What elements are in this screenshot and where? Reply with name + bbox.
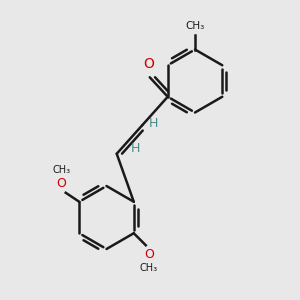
Text: H: H (130, 142, 140, 155)
Text: O: O (56, 177, 66, 190)
Text: H: H (149, 117, 158, 130)
Text: O: O (144, 248, 154, 261)
Text: CH₃: CH₃ (140, 263, 158, 273)
Text: O: O (143, 57, 154, 70)
Text: CH₃: CH₃ (185, 22, 205, 32)
Text: CH₃: CH₃ (52, 165, 70, 175)
